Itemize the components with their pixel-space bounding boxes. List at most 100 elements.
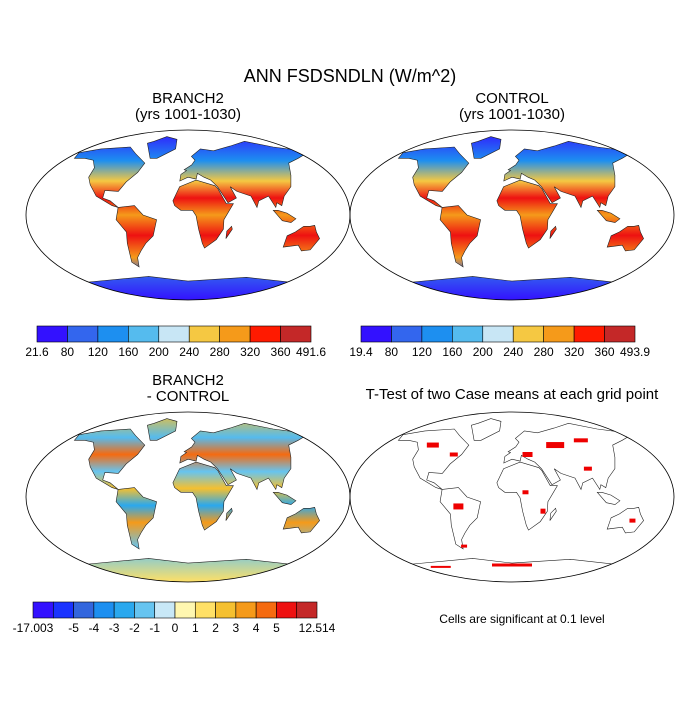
colorbar-box [174,601,196,619]
panel-title: CONTROL [475,90,548,107]
colorbar-box [276,601,298,619]
colorbar-box [154,601,176,619]
significant-cells [426,442,439,448]
colorbar-box [97,325,129,343]
colorbar-box [296,601,318,619]
panel-subtitle: (yrs 1001-1030) [459,106,565,123]
significant-cells [522,490,529,495]
colorbar-label: 200 [149,345,169,359]
map-panel [25,411,351,583]
colorbar-label: 320 [564,345,584,359]
colorbar-box [32,601,54,619]
land [471,418,502,441]
colorbar-box [512,325,544,343]
land [439,205,481,268]
land [77,558,299,582]
colorbar-label: -1 [149,621,160,635]
land [147,418,178,441]
colorbar-box [67,325,99,343]
significant-cells [461,544,468,548]
colorbar-label: -17.003 [13,621,54,635]
colorbar-label: 240 [179,345,199,359]
land [73,428,146,490]
colorbar-label: 5 [273,621,280,635]
land [503,140,631,209]
colorbar-box [134,601,156,619]
colorbar-label: 493.9 [620,345,650,359]
colorbar-label: 280 [210,345,230,359]
colorbar-label: -3 [109,621,120,635]
land [596,492,621,505]
map-outline [349,411,675,583]
map-panel [349,129,675,301]
land [606,507,644,534]
colorbar-label: 360 [271,345,291,359]
colorbar-label: 1 [192,621,199,635]
land [179,140,307,209]
colorbar-label: 491.6 [296,345,326,359]
colorbar-label: 240 [503,345,523,359]
colorbar-label: 360 [595,345,615,359]
colorbar-box [188,325,220,343]
colorbar-label: -2 [129,621,140,635]
land [439,487,481,550]
colorbar-box [158,325,190,343]
land [73,146,146,208]
colorbar-label: 12.514 [299,621,336,635]
map-outline [349,129,675,301]
colorbar-box [255,601,277,619]
colorbar-box [215,601,237,619]
land [496,179,558,249]
land [115,205,157,268]
land [172,461,234,531]
land [272,492,297,505]
colorbar-box [543,325,575,343]
map-panel [25,129,351,301]
colorbar-label: -5 [68,621,79,635]
panel-note: Cells are significant at 0.1 level [439,612,604,626]
colorbar-label: 200 [473,345,493,359]
significant-cells [573,438,588,443]
land [225,225,233,239]
colorbar-label: 19.4 [349,345,373,359]
land [179,422,307,491]
land [172,179,234,249]
panel-title: BRANCH2 [152,90,224,107]
colorbar-box [452,325,484,343]
colorbar-label: 280 [534,345,554,359]
land [401,558,623,582]
significant-cells [449,452,458,457]
colorbar-box [249,325,281,343]
colorbar-label: 160 [118,345,138,359]
colorbar-box [235,601,257,619]
significant-cells [430,565,451,568]
colorbar-box [482,325,514,343]
colorbar-label: 4 [253,621,260,635]
map-panel [349,411,675,583]
colorbar-box [573,325,605,343]
colorbar-box [52,601,74,619]
land [77,276,299,300]
colorbar-box [36,325,68,343]
land [471,136,502,159]
colorbar-label: 80 [385,345,399,359]
figure-title: ANN FSDSNDLN (W/m^2) [244,66,456,86]
panel-subtitle: (yrs 1001-1030) [135,106,241,123]
significant-cells [453,503,464,510]
colorbar-box [280,325,312,343]
significant-cells [629,518,636,523]
colorbar-box [219,325,251,343]
colorbar-box [604,325,636,343]
colorbar-box [113,601,135,619]
land [549,507,557,521]
land [606,225,644,252]
colorbar-box [128,325,160,343]
significant-cells [540,508,546,514]
significant-cells [546,442,565,449]
colorbar-label: 160 [442,345,462,359]
land [225,507,233,521]
colorbar-label: 21.6 [25,345,49,359]
significant-cells [583,466,592,471]
colorbar-label: 120 [412,345,432,359]
